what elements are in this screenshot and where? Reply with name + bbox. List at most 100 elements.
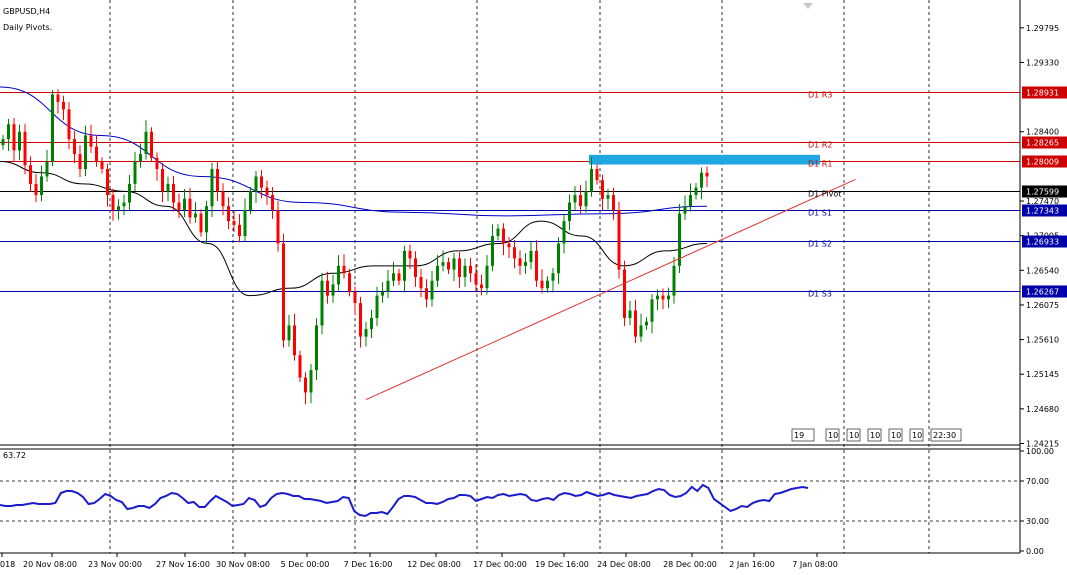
- candle-body-128: [705, 172, 709, 177]
- info-box-1: [825, 428, 840, 442]
- pivot-name-1: D1 R2: [808, 141, 832, 150]
- pivot-names: D1 R3 D1 R2 D1 R1 D1 Pivot D1 S1 D1 S2 D1 S3: [808, 91, 841, 299]
- candle-body-125: [689, 195, 692, 207]
- candle-body-30: [166, 183, 170, 192]
- candle-body-47: [260, 176, 263, 188]
- pivot-tag-5: [1022, 235, 1067, 248]
- candle-body-46: [254, 176, 258, 192]
- time-axis: 018 20 Nov 08:00 23 Nov 00:00 27 Nov 16:00 3…: [0, 553, 838, 569]
- ma-long-line: [0, 86, 708, 217]
- scroll-marker-icon[interactable]: [803, 3, 813, 9]
- candle-body-24: [133, 161, 137, 184]
- candle-body-23: [128, 183, 131, 203]
- chart-header: GBPUSD,H4 Daily Pivots. 63.72: [3, 7, 52, 460]
- candle-body-35: [194, 213, 197, 218]
- candle-body-79: [436, 265, 439, 281]
- candle-body-76: [419, 277, 423, 289]
- rsi-tick-label-2: 30.00: [1026, 517, 1049, 526]
- candle-body-40: [221, 191, 225, 207]
- candle-body-49: [271, 195, 274, 210]
- candle-body-39: [216, 168, 219, 192]
- candle-body-109: [601, 180, 604, 199]
- candle-body-89: [491, 236, 494, 266]
- info-box-3: [867, 428, 882, 442]
- candle-body-7: [40, 176, 43, 196]
- candle-body-80: [441, 262, 445, 266]
- rsi-line: [0, 483, 809, 518]
- pivot-tag-text-6: 1.26267: [1026, 288, 1059, 297]
- candle-body-62: [342, 265, 346, 274]
- time-label-13: 7 Jan 08:00: [792, 560, 838, 569]
- candle-body-38: [210, 168, 214, 207]
- candle-body-1: [7, 124, 10, 140]
- price-tick-label-8: 1.25145: [1026, 370, 1059, 379]
- candle-body-93: [513, 247, 516, 259]
- pivot-tag-3: [1022, 185, 1067, 198]
- candle-body-60: [331, 284, 335, 296]
- price-axis: 1.297951.293301.284001.274701.270051.265…: [1020, 24, 1059, 449]
- candle-body-29: [161, 168, 164, 192]
- candle-body-14: [78, 154, 82, 169]
- candle-body-58: [320, 280, 324, 326]
- candle-body-115: [634, 310, 637, 337]
- time-label-0: 018: [0, 560, 15, 569]
- candle-body-34: [188, 198, 192, 218]
- resistance-zone-rect: [589, 154, 820, 165]
- candle-body-119: [656, 295, 659, 300]
- candle-body-121: [667, 295, 670, 300]
- candle-body-111: [612, 195, 615, 210]
- rsi-panel: 100.00 70.00 30.00 0.00: [0, 447, 1054, 556]
- candle-body-13: [73, 139, 76, 155]
- pivot-name-2: D1 R1: [808, 160, 832, 169]
- time-label-1: 20 Nov 08:00: [23, 560, 77, 569]
- pivot-name-4: D1 S1: [808, 209, 832, 218]
- trendlines[interactable]: [365, 178, 856, 401]
- symbol-title: GBPUSD,H4: [3, 7, 50, 16]
- pivot-tag-4: [1022, 204, 1067, 217]
- info-text-2: 10: [849, 431, 859, 440]
- rsi-value-label: 63.72: [3, 451, 26, 460]
- candle-body-20: [111, 195, 115, 210]
- time-label-12: 2 Jan 16:00: [729, 560, 775, 569]
- info-text-6: 22:30: [933, 431, 956, 440]
- candle-body-18: [100, 161, 104, 169]
- candle-body-41: [227, 206, 230, 222]
- candle-body-36: [199, 213, 203, 233]
- candle-body-65: [359, 303, 362, 337]
- resistance-zone[interactable]: [589, 154, 820, 165]
- candle-body-105: [579, 195, 582, 207]
- candle-body-54: [298, 355, 302, 378]
- candle-body-75: [414, 258, 417, 278]
- pivot-name-3: D1 Pivot: [808, 190, 841, 199]
- candle-body-72: [397, 273, 401, 281]
- candle-body-56: [309, 370, 313, 393]
- pivot-tag-6: [1022, 285, 1067, 298]
- info-text-5: 10: [912, 431, 922, 440]
- candle-body-42: [232, 221, 236, 225]
- candle-body-74: [408, 250, 412, 259]
- time-label-5: 5 Dec 00:00: [281, 560, 330, 569]
- candle-body-4: [23, 131, 27, 166]
- info-text-4: 10: [891, 431, 901, 440]
- candle-body-55: [304, 377, 307, 393]
- candle-body-78: [430, 280, 434, 300]
- candle-body-127: [700, 172, 703, 188]
- time-label-8: 17 Dec 00:00: [473, 560, 527, 569]
- candle-body-117: [645, 321, 648, 326]
- candle-body-45: [249, 191, 252, 210]
- time-label-4: 30 Nov 08:00: [216, 560, 270, 569]
- candle-body-82: [452, 258, 456, 270]
- info-box-4: [888, 428, 903, 442]
- candlesticks: [1, 89, 709, 405]
- time-label-2: 23 Nov 00:00: [88, 560, 142, 569]
- pivot-name-6: D1 S3: [808, 290, 832, 299]
- candle-body-51: [282, 243, 285, 341]
- candle-body-90: [496, 228, 500, 237]
- candle-body-83: [458, 258, 461, 278]
- candle-body-92: [507, 243, 511, 248]
- candle-body-15: [84, 135, 87, 169]
- candle-body-94: [518, 258, 522, 266]
- candle-body-126: [694, 187, 698, 196]
- info-box-5: [909, 428, 924, 442]
